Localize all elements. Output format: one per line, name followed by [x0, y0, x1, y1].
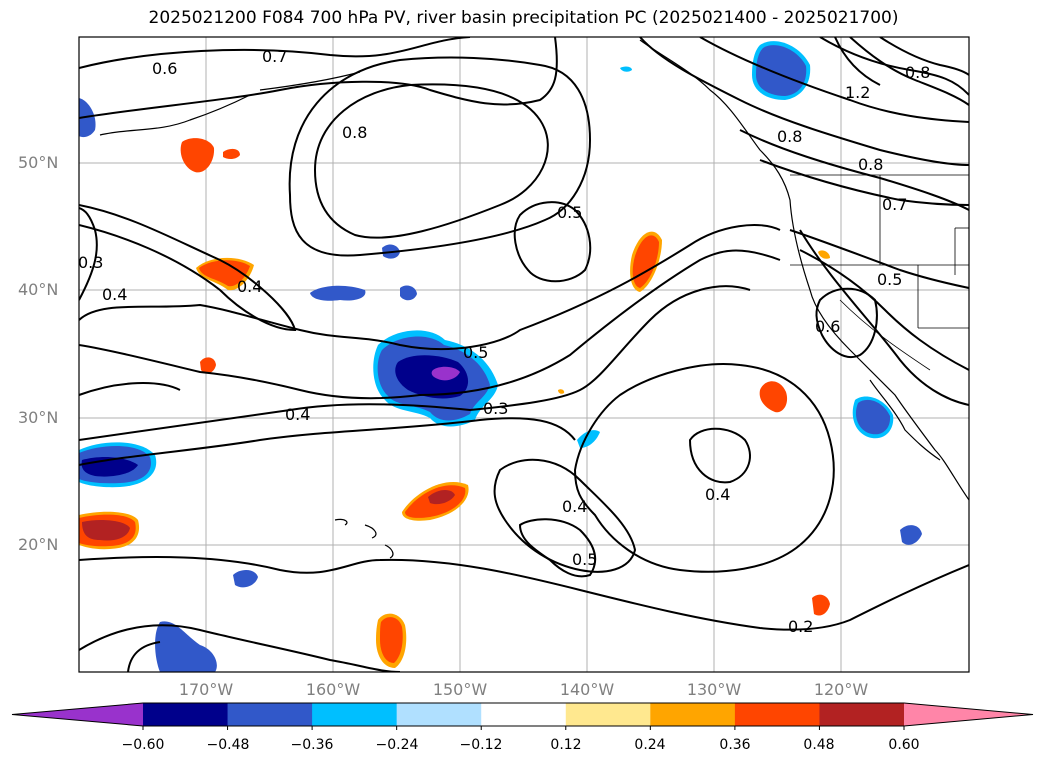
state-borders — [790, 174, 969, 371]
contour-label: 0.2 — [788, 617, 813, 636]
contour-label: 0.5 — [463, 343, 488, 362]
lat-label: 40°N — [18, 280, 59, 299]
contour-label: 0.5 — [557, 203, 582, 222]
colorbar-bin — [650, 703, 736, 726]
contour-label: 0.8 — [342, 123, 367, 142]
lon-label: 160°W — [305, 680, 361, 699]
lon-label: 170°W — [178, 680, 234, 699]
lon-label: 150°W — [432, 680, 488, 699]
map-frame — [78, 36, 970, 673]
colorbar-tick-label: 0.48 — [803, 737, 835, 753]
lat-label: 20°N — [18, 535, 59, 554]
colorbar-tick-label: 0.60 — [888, 737, 920, 753]
contour-label: 0.4 — [285, 405, 310, 424]
colorbar-bin — [481, 703, 567, 726]
contour-label: 0.6 — [815, 317, 840, 336]
pv-contours — [79, 37, 969, 672]
colorbar — [11, 702, 1034, 730]
lon-label: 120°W — [813, 680, 869, 699]
contour-label: 0.4 — [562, 497, 587, 516]
contour-label: 0.6 — [152, 59, 177, 78]
precip-blue-areas — [79, 41, 922, 672]
contour-label: 0.8 — [905, 63, 930, 82]
contour-label: 0.3 — [483, 399, 508, 418]
contour-label: 1.2 — [845, 83, 870, 102]
colorbar-bin — [312, 703, 398, 726]
contour-label: 0.4 — [102, 285, 127, 304]
colorbar-tick-label: −0.48 — [206, 737, 250, 753]
lat-label: 30°N — [18, 408, 59, 427]
contour-label: 0.7 — [262, 47, 287, 66]
colorbar-bin — [143, 703, 229, 726]
colorbar-bin — [734, 703, 820, 726]
colorbar-tick-label: −0.36 — [290, 737, 334, 753]
contour-label: 0.3 — [78, 253, 103, 272]
precip-red-areas — [79, 138, 830, 668]
colorbar-tick-label: −0.24 — [375, 737, 419, 753]
contour-label: 0.5 — [572, 550, 597, 569]
colorbar-tick-label: 0.12 — [550, 737, 582, 753]
contour-label: 0.8 — [777, 127, 802, 146]
colorbar-tick-label: −0.60 — [121, 737, 165, 753]
contour-label: 0.7 — [882, 195, 907, 214]
lon-label: 130°W — [686, 680, 742, 699]
colorbar-bin — [819, 703, 905, 726]
colorbar-over-triangle — [904, 703, 1033, 726]
contour-label: 0.5 — [877, 270, 902, 289]
coastlines — [99, 39, 969, 559]
map-title: 2025021200 F084 700 hPa PV, river basin … — [148, 8, 899, 28]
lon-label: 140°W — [559, 680, 615, 699]
lat-label: 50°N — [18, 153, 59, 172]
map-background — [79, 37, 969, 672]
contour-label: 0.4 — [237, 277, 262, 296]
contour-label: 0.4 — [705, 485, 730, 504]
colorbar-bin — [396, 703, 482, 726]
colorbar-under-triangle — [12, 703, 143, 726]
colorbar-tick-label: 0.36 — [719, 737, 751, 753]
colorbar-bin — [565, 703, 651, 726]
contour-labels: 0.7 0.6 0.8 0.8 0.8 1.2 0.8 0.7 0.5 0.5 … — [78, 47, 930, 636]
colorbar-tick-label: −0.12 — [459, 737, 503, 753]
colorbar-bin — [227, 703, 313, 726]
contour-label: 0.8 — [858, 155, 883, 174]
colorbar-tick-label: 0.24 — [634, 737, 666, 753]
